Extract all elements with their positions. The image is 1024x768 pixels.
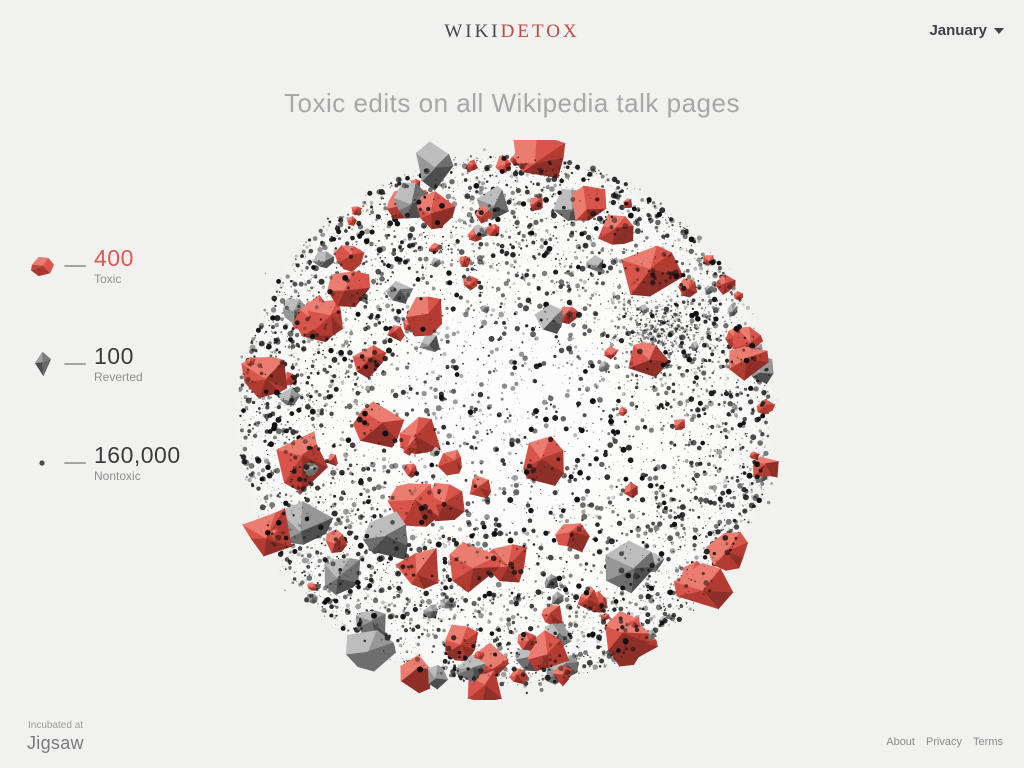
footer-links: About Privacy Terms — [886, 736, 1003, 748]
particle-globe[interactable] — [225, 140, 785, 700]
page-title: Toxic edits on all Wikipedia talk pages — [284, 88, 740, 118]
legend-dash — [64, 462, 86, 465]
dot-icon — [24, 458, 60, 468]
legend-item-toxic: 400 Toxic — [24, 245, 134, 287]
legend-item-reverted: 100 Reverted — [24, 343, 143, 385]
privacy-link[interactable]: Privacy — [925, 736, 963, 748]
legend-value-nontoxic: 160,000 — [94, 442, 181, 468]
chevron-down-icon — [994, 27, 1004, 34]
legend-label-toxic: Toxic — [94, 272, 122, 287]
app-logo: WIKIDETOX — [0, 21, 1024, 43]
visualization-area — [225, 140, 785, 700]
legend-item-nontoxic: 160,000 Nontoxic — [24, 442, 181, 484]
logo-accent: DETOX — [500, 21, 580, 42]
gray-gem-icon — [24, 350, 60, 378]
legend-label-reverted: Reverted — [94, 370, 143, 385]
jigsaw-logo[interactable]: Jigsaw — [27, 733, 84, 753]
incubated-at-label: Incubated at — [28, 720, 84, 731]
about-link[interactable]: About — [886, 736, 915, 748]
terms-link[interactable]: Terms — [973, 736, 1003, 748]
red-gem-icon — [24, 255, 60, 278]
legend-value-reverted: 100 — [94, 343, 134, 369]
legend-value-toxic: 400 — [94, 245, 134, 271]
month-selector[interactable]: January — [929, 22, 1004, 39]
legend-dash — [64, 265, 86, 268]
legend-dash — [64, 363, 86, 366]
legend-label-nontoxic: Nontoxic — [94, 469, 141, 484]
month-selector-label: January — [929, 22, 987, 39]
logo-primary: WIKI — [444, 21, 501, 42]
